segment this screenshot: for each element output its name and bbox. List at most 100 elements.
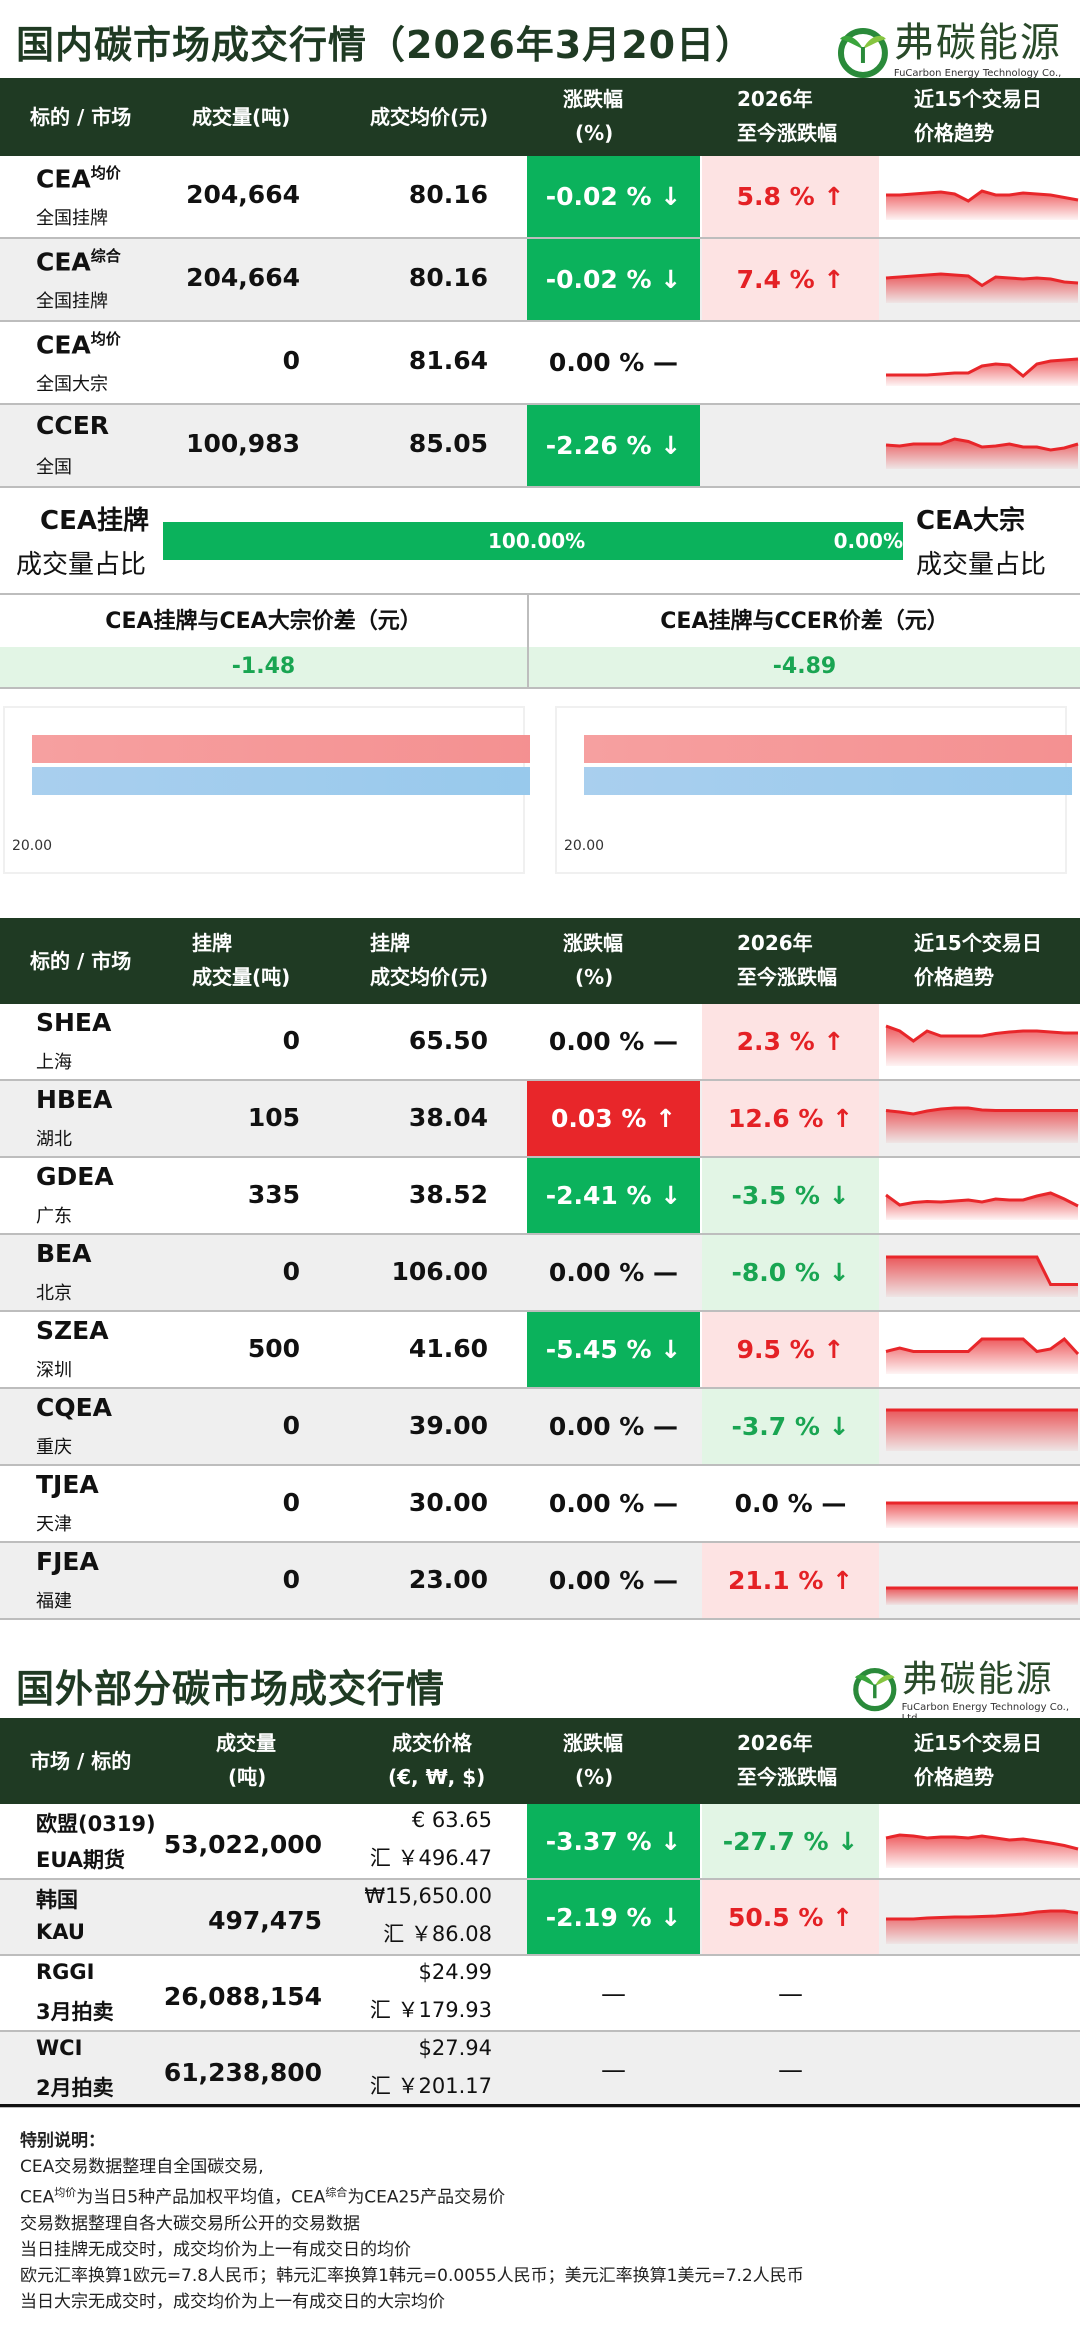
header-price: 成交价格 [392,1731,472,1755]
price-value: 39.00 [408,1411,488,1440]
price-trend-sparkline [886,357,1079,386]
table-row: RGGI 3月拍卖 26,088,154 $24.99 汇 ￥179.93 — — [0,1956,1080,2032]
ytd-change: -8.0 % ↓ [702,1235,879,1310]
trend-chart [884,1478,1080,1528]
ratio-right-pct: 0.00% [833,529,903,553]
market-region: 全国挂牌 [36,291,108,312]
volume-value: 497,475 [208,1906,322,1935]
ytd-change: 50.5 % ↑ [702,1880,879,1954]
price-value: 23.00 [408,1565,488,1594]
price-bar [584,735,1072,763]
price-trend-sparkline [885,437,1079,469]
header-ytd: 2026年 [737,931,813,955]
spread-section: CEA挂牌与CEA大宗价差（元） CEA挂牌与CCER价差（元） -1.48 -… [0,593,1080,689]
header-market: 标的 / 市场 [30,949,132,973]
note-line: 欧元汇率换算1欧元=7.8人民币；韩元汇率换算1韩元=0.0055人民币；美元汇… [20,2265,804,2286]
notes-title: 特别说明： [20,2131,105,2151]
table-row: HBEA 湖北 105 38.04 0.03 % ↑ 12.6 % ↑ [0,1081,1080,1158]
market-name: CEA均价 [36,164,121,194]
market-region: 全国挂牌 [36,208,108,229]
daily-change: — [601,2054,626,2084]
price-trend-sparkline [886,1255,1078,1297]
ratio-bar-fill [163,522,903,560]
trend-chart [884,336,1080,386]
market-name: CEA均价 [36,330,121,360]
ytd-change: 7.4 % ↑ [702,239,879,320]
price-value: 41.60 [408,1334,488,1363]
price-value: 80.16 [408,180,488,209]
table-row: CEA均价 全国挂牌 204,664 80.16 -0.02 % ↓ 5.8 % ↑ [0,156,1080,239]
note-line: CEA交易数据整理自全国碳交易, [20,2157,264,2177]
header-ytd: 2026年 [737,87,813,111]
ytd-change: 2.3 % ↑ [702,1004,879,1079]
volume-value: 204,664 [186,263,300,292]
header-price: 成交均价(元) [370,105,489,129]
volume-value: 0 [282,1488,300,1517]
header-volume: 成交量(吨) [192,105,291,129]
leaf-logo-icon [837,28,888,78]
daily-change: -0.02 % ↓ [527,156,700,237]
header-trend-sub: 价格趋势 [914,121,994,145]
daily-change: 0.00 % — [548,1489,679,1518]
footnotes: 特别说明： CEA交易数据整理自全国碳交易, CEA均价为当日5种产品加权平均值… [20,2128,804,2315]
foreign-title: 国外部分碳市场成交行情 [16,1667,446,1711]
header-change: 涨跌幅 [563,1731,623,1755]
price-value: € 63.65 [411,1808,492,1832]
note-line: 当日大宗无成交时，成交均价为上一有成交日的大宗均价 [20,2291,445,2312]
daily-change: 0.03 % ↑ [527,1081,700,1156]
market-region: 全国大宗 [36,374,108,395]
daily-change: 0.00 % — [548,348,679,377]
market-name: TJEA [36,1470,99,1499]
volume-value: 500 [247,1334,300,1363]
leaf-logo-icon [853,1667,897,1712]
spread-left-value: -1.48 [0,647,527,687]
table-row: SHEA 上海 0 65.50 0.00 % — 2.3 % ↑ [0,1004,1080,1081]
header-listed: 挂牌 [192,931,232,955]
header-volume: 成交量 [216,1731,276,1755]
price-trend-sparkline [886,1501,1078,1528]
market-region: 深圳 [36,1360,72,1381]
regional-table-header: 标的 / 市场 挂牌 成交量(吨) 挂牌 成交均价(元) 涨跌幅 (%) 202… [0,918,1080,1004]
table-row: GDEA 广东 335 38.52 -2.41 % ↓ -3.5 % ↓ [0,1158,1080,1235]
daily-change: 0.00 % — [548,1412,679,1441]
price-value: 65.50 [408,1026,488,1055]
note-line: CEA均价为当日5种产品加权平均值，CEA综合为CEA25产品交易价 [20,2186,506,2208]
ratio-left-sub: 成交量占比 [16,550,147,580]
ytd-change: 9.5 % ↑ [702,1312,879,1387]
price-value: 80.16 [408,263,488,292]
ytd-change: — [778,1978,803,2008]
price-bar [584,767,1072,795]
ratio-left-title: CEA挂牌 [40,506,149,536]
volume-value: 0 [282,346,300,375]
market-region: 北京 [36,1283,72,1304]
table-row: CEA综合 全国挂牌 204,664 80.16 -0.02 % ↓ 7.4 % ↑ [0,239,1080,322]
company-logo: 弗碳能源 FuCarbon Energy Technology Co., Ltd [832,10,1080,90]
trend-chart [884,253,1080,303]
price-value: ₩15,650.00 [364,1884,492,1908]
trend-chart [884,1016,1080,1066]
header-trend-sub: 价格趋势 [914,1765,994,1789]
header-trend: 近15个交易日 [914,87,1042,111]
price-trend-sparkline [886,1586,1078,1605]
domestic-table-header: 标的 / 市场 成交量(吨) 成交均价(元) 涨跌幅 (%) 2026年 至今涨… [0,78,1080,156]
table-row: CQEA 重庆 0 39.00 0.00 % — -3.7 % ↓ [0,1389,1080,1466]
ratio-bar-track: 100.00% 0.00% [163,522,903,560]
volume-value: 61,238,800 [163,2058,322,2087]
trend-chart [884,1818,1080,1868]
market-name: GDEA [36,1162,114,1191]
price-bar [32,735,530,763]
price-value: 85.05 [408,429,488,458]
volume-value: 335 [247,1180,300,1209]
header-ytd-sub: 至今涨跌幅 [737,965,837,989]
market-name: CEA综合 [36,247,121,277]
table-row: BEA 北京 0 106.00 0.00 % — -8.0 % ↓ [0,1235,1080,1312]
header-change-unit: (%) [575,1765,614,1789]
market-name: SHEA [36,1008,112,1037]
name-superscript: 均价 [90,330,121,348]
ytd-change: -3.5 % ↓ [702,1158,879,1233]
header-volume: 成交量(吨) [192,965,291,989]
daily-change: -5.45 % ↓ [527,1312,700,1387]
trend-chart [884,1170,1080,1220]
price-bar [32,767,530,795]
header-market: 市场 / 标的 [30,1749,132,1773]
